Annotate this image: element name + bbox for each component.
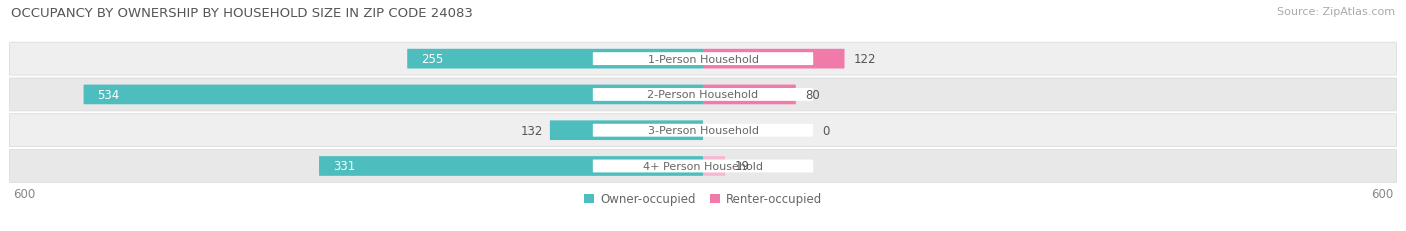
Text: 122: 122 xyxy=(853,53,876,66)
Text: 19: 19 xyxy=(734,160,749,173)
Text: 600: 600 xyxy=(13,187,35,200)
FancyBboxPatch shape xyxy=(593,160,813,173)
Text: Source: ZipAtlas.com: Source: ZipAtlas.com xyxy=(1277,7,1395,17)
FancyBboxPatch shape xyxy=(593,124,813,137)
Text: 4+ Person Household: 4+ Person Household xyxy=(643,161,763,171)
FancyBboxPatch shape xyxy=(550,121,703,140)
Text: 132: 132 xyxy=(520,124,543,137)
FancyBboxPatch shape xyxy=(319,156,703,176)
FancyBboxPatch shape xyxy=(703,85,796,105)
Text: 1-Person Household: 1-Person Household xyxy=(648,55,758,64)
Legend: Owner-occupied, Renter-occupied: Owner-occupied, Renter-occupied xyxy=(579,188,827,210)
Text: 2-Person Household: 2-Person Household xyxy=(647,90,759,100)
FancyBboxPatch shape xyxy=(83,85,703,105)
FancyBboxPatch shape xyxy=(10,79,1396,111)
Text: 80: 80 xyxy=(806,88,820,101)
FancyBboxPatch shape xyxy=(10,150,1396,183)
FancyBboxPatch shape xyxy=(703,50,845,69)
Text: 255: 255 xyxy=(422,53,443,66)
Text: 534: 534 xyxy=(97,88,120,101)
Text: 331: 331 xyxy=(333,160,356,173)
FancyBboxPatch shape xyxy=(593,89,813,101)
Text: OCCUPANCY BY OWNERSHIP BY HOUSEHOLD SIZE IN ZIP CODE 24083: OCCUPANCY BY OWNERSHIP BY HOUSEHOLD SIZE… xyxy=(11,7,474,20)
FancyBboxPatch shape xyxy=(703,156,725,176)
Text: 3-Person Household: 3-Person Household xyxy=(648,126,758,136)
Text: 0: 0 xyxy=(823,124,830,137)
FancyBboxPatch shape xyxy=(408,50,703,69)
FancyBboxPatch shape xyxy=(10,43,1396,76)
FancyBboxPatch shape xyxy=(593,53,813,66)
Text: 600: 600 xyxy=(1371,187,1393,200)
FancyBboxPatch shape xyxy=(10,114,1396,147)
